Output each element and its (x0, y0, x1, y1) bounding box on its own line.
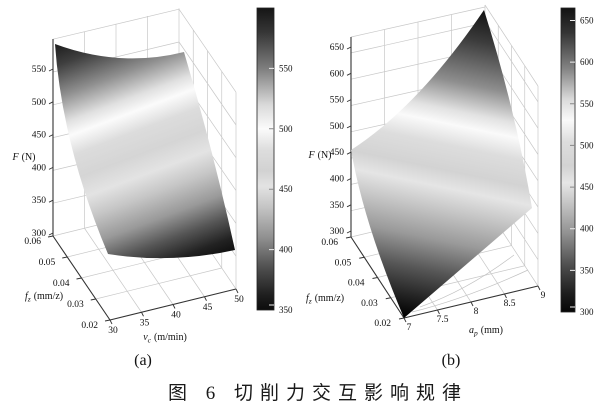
y-tick-label: 0.02 (374, 319, 391, 329)
y-axis-label: fz (mm/z) (25, 291, 63, 304)
plot-b-floor-contours (411, 254, 529, 313)
plot-a-tick-marks (47, 68, 239, 325)
z-tick-label: 300 (32, 229, 47, 239)
colorbar-b-ticks-light (570, 20, 575, 308)
z-tick-label: 500 (32, 98, 47, 108)
colorbar-a-frame (256, 7, 275, 311)
z-tick-label: 400 (330, 175, 345, 185)
y-tick-label: 0.04 (348, 279, 365, 289)
z-tick-label: 550 (330, 96, 345, 106)
colorbar-a-bar (257, 8, 274, 310)
y-tick-label: 0.06 (321, 238, 338, 248)
z-tick-label: 600 (330, 69, 345, 79)
plot-b-tick-marks (345, 46, 541, 323)
surface-plots-svg: 550 500 450 400 350 300 0.06 0.05 0.04 0… (12, 4, 594, 369)
z-tick-label: 450 (32, 131, 47, 141)
colorbar-a: 550 500 450 400 350 (256, 7, 293, 315)
z-tick-label: 650 (330, 43, 345, 53)
plot-a: 550 500 450 400 350 300 0.06 0.05 0.04 0… (12, 8, 244, 345)
z-tick-label: 450 (330, 148, 345, 158)
panel-a-label: (a) (134, 352, 152, 369)
colorbar-tick-label: 450 (580, 182, 594, 192)
colorbar-tick-label: 550 (580, 99, 594, 109)
colorbar-tick-label: 650 (580, 16, 594, 26)
x-tick-label: 7.5 (437, 315, 449, 325)
y-tick-label: 0.06 (24, 237, 41, 247)
y-tick-label: 0.03 (67, 300, 84, 310)
x-tick-label: 40 (171, 311, 181, 321)
z-tick-label: 350 (32, 196, 47, 206)
colorbar-a-ticks-dark (269, 128, 274, 190)
colorbar-tick-label: 400 (580, 224, 594, 234)
x-tick-label: 7 (407, 323, 412, 333)
colorbar-tick-label: 500 (279, 124, 293, 134)
plot-b: 650 600 550 500 450 400 350 300 0.06 0.0… (306, 4, 546, 338)
x-tick-label: 45 (203, 303, 213, 313)
z-axis-label: F (N) (308, 150, 332, 161)
colorbar-b-ticks-dark (570, 103, 575, 188)
colorbar-tick-label: 450 (279, 184, 293, 194)
colorbar-tick-label: 400 (279, 245, 293, 255)
y-tick-label: 0.05 (39, 258, 56, 268)
x-tick-label: 8.5 (504, 299, 516, 309)
colorbar-a-ticks-light (269, 67, 274, 306)
colorbar-tick-label: 350 (279, 305, 293, 315)
colorbar-b: 650 600 550 500 450 400 350 300 (560, 7, 594, 317)
surface-a (55, 44, 235, 259)
z-axis-label: F (N) (12, 152, 36, 163)
z-tick-label: 350 (330, 201, 345, 211)
colorbar-tick-label: 600 (580, 57, 594, 67)
figure-caption: 图 6 切削力交互影响规律 (167, 383, 469, 404)
y-tick-label: 0.03 (361, 299, 378, 309)
x-axis-label: ap (mm) (469, 325, 503, 338)
y-tick-label: 0.02 (81, 321, 98, 331)
colorbar-tick-label: 300 (580, 307, 594, 317)
y-tick-label: 0.04 (53, 279, 70, 289)
x-tick-label: 9 (541, 291, 546, 301)
y-tick-label: 0.05 (335, 258, 352, 268)
x-tick-label: 30 (108, 326, 118, 336)
z-tick-label: 550 (32, 65, 47, 75)
y-axis-label: fz (mm/z) (306, 293, 344, 306)
z-tick-label: 500 (330, 122, 345, 132)
z-tick-label: 400 (32, 163, 47, 173)
colorbar-b-frame (560, 7, 576, 313)
z-tick-label: 300 (330, 227, 345, 237)
x-tick-label: 50 (234, 295, 244, 305)
x-tick-label: 35 (140, 318, 150, 328)
colorbar-tick-label: 500 (580, 140, 594, 150)
panel-b-label: (b) (442, 352, 461, 369)
colorbar-tick-label: 550 (279, 63, 293, 73)
surface-b (351, 10, 532, 318)
x-tick-label: 8 (474, 307, 479, 317)
colorbar-b-bar (561, 8, 575, 312)
x-axis-label: vc (m/min) (143, 332, 187, 345)
colorbar-tick-label: 350 (580, 265, 594, 275)
